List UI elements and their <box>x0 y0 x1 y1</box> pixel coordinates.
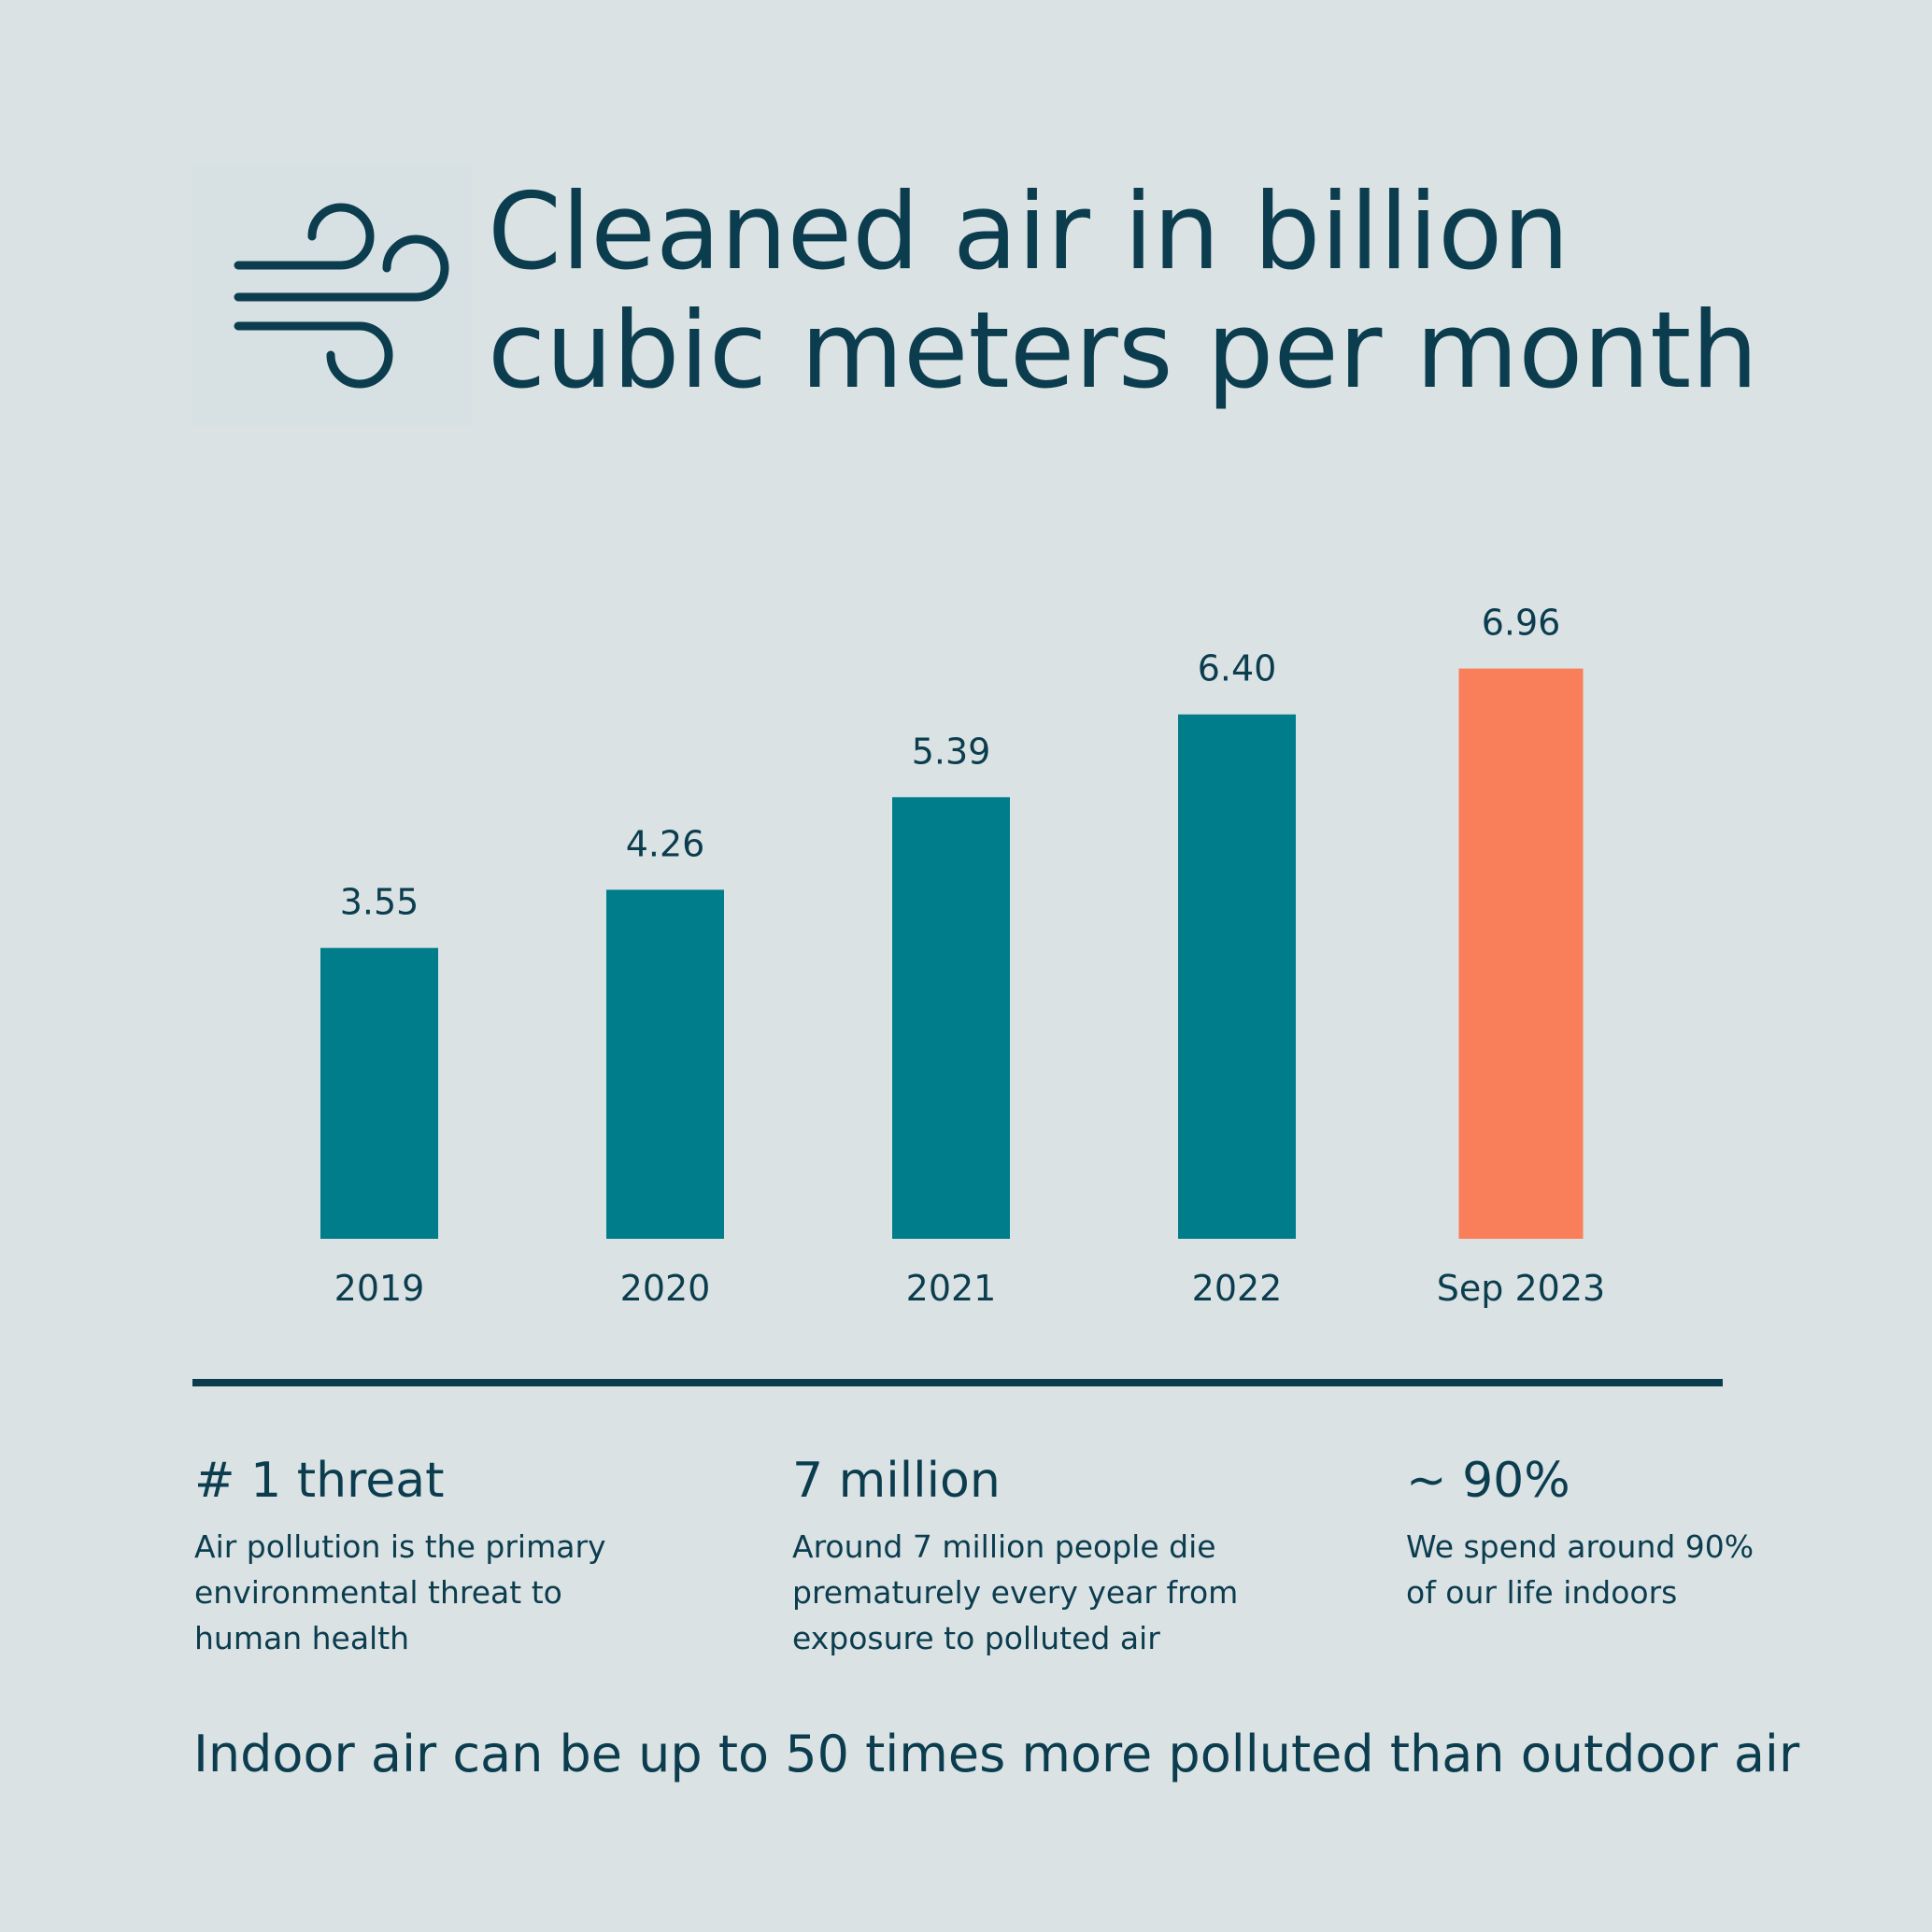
bar-2021 <box>892 797 1010 1239</box>
stat-line: human health <box>194 1620 410 1656</box>
wind-icon <box>192 163 472 425</box>
stat-heading: # 1 threat <box>194 1453 445 1509</box>
title-line-2: cubic meters per month <box>488 289 1758 412</box>
page-title: Cleaned air in billion cubic meters per … <box>488 173 1870 410</box>
stat-indoors: ~ 90% We spend around 90% of our life in… <box>1406 1451 1754 1615</box>
data-label: 5.39 <box>912 731 991 772</box>
stat-heading: ~ 90% <box>1406 1453 1570 1509</box>
bar-chart: 3.55 2019 4.26 2020 5.39 2021 6.40 2022 6.96 Sep … <box>320 603 1605 1309</box>
x-tick-label: 2021 <box>906 1268 997 1309</box>
x-tick-label: Sep 2023 <box>1437 1268 1605 1309</box>
stat-heading: 7 million <box>792 1453 1001 1509</box>
footer-text: Indoor air can be up to 50 times more po… <box>193 1725 1800 1783</box>
stat-description: Air pollution is the primary environment… <box>194 1524 606 1661</box>
x-tick-label: 2022 <box>1192 1268 1283 1309</box>
stat-line: environmental threat to <box>194 1574 562 1611</box>
stat-line: prematurely every year from <box>792 1574 1239 1611</box>
stat-line: exposure to polluted air <box>792 1620 1160 1656</box>
stat-deaths: 7 million Around 7 million people die pr… <box>792 1451 1238 1661</box>
stat-line: Air pollution is the primary <box>194 1528 606 1565</box>
divider <box>192 1379 1723 1386</box>
data-label: 6.96 <box>1482 603 1561 644</box>
data-label: 3.55 <box>340 882 419 923</box>
data-label: 4.26 <box>626 823 705 864</box>
bar-2019 <box>320 947 438 1239</box>
stat-description: Around 7 million people die prematurely … <box>792 1524 1238 1661</box>
bar-2020 <box>606 889 724 1239</box>
x-tick-label: 2019 <box>334 1268 425 1309</box>
data-label: 6.40 <box>1198 648 1277 689</box>
stat-line: We spend around 90% <box>1406 1528 1754 1565</box>
title-line-1: Cleaned air in billion <box>488 170 1570 293</box>
bar-2022 <box>1178 714 1296 1239</box>
stat-line: Around 7 million people die <box>792 1528 1216 1565</box>
bar-sep-2023 <box>1458 668 1584 1239</box>
stat-line: of our life indoors <box>1406 1574 1678 1611</box>
stat-threat: # 1 threat Air pollution is the primary … <box>194 1451 606 1661</box>
x-tick-label: 2020 <box>620 1268 711 1309</box>
stat-description: We spend around 90% of our life indoors <box>1406 1524 1754 1615</box>
